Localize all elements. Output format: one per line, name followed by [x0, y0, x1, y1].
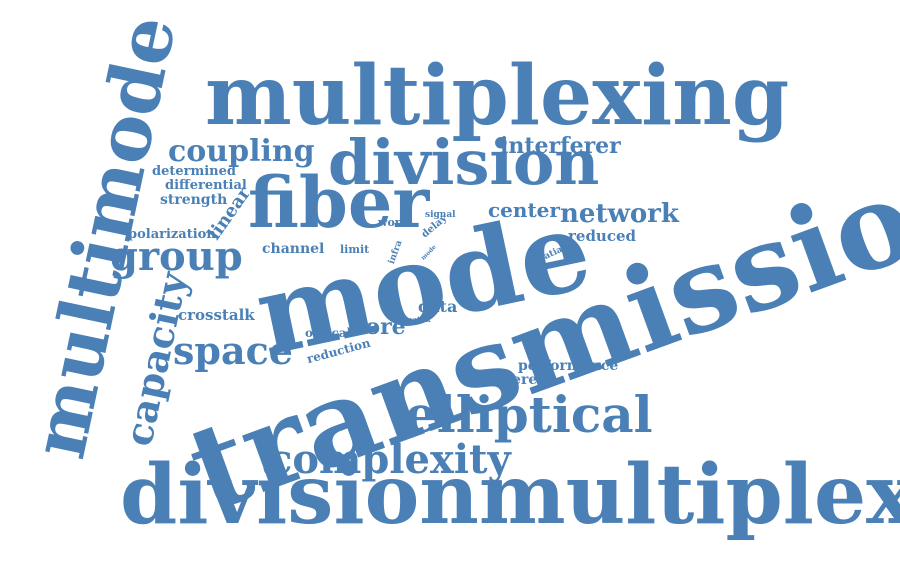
- word-strength: strength: [160, 192, 228, 208]
- word-multiplexing: multiplexing: [205, 48, 790, 144]
- word-data: data: [418, 297, 458, 316]
- word-coherent: coherent: [484, 372, 554, 388]
- word-complexity: complexity: [268, 436, 511, 483]
- word-performance: performance: [518, 358, 619, 374]
- word-differential: differential: [165, 178, 247, 193]
- word-worst: worst: [378, 216, 412, 229]
- word-limit: limit: [340, 243, 370, 256]
- word-reduced: reduced: [568, 227, 637, 245]
- word-fiber: fiber: [248, 161, 430, 244]
- word-channel: channel: [262, 241, 325, 257]
- word-center: center: [488, 198, 560, 222]
- word-core: core: [352, 314, 406, 340]
- word-interferer: interferer: [500, 133, 621, 159]
- word-polarization: polarization: [128, 227, 216, 242]
- word-divisionmultiplexing: divisionmultiplexing: [120, 447, 900, 543]
- word-network: network: [560, 199, 679, 229]
- word-matrix: matrix: [405, 315, 431, 324]
- word-coupling: coupling: [168, 134, 315, 169]
- word-optical: optical: [305, 326, 352, 340]
- word-space: space: [173, 328, 293, 373]
- word-division: division: [328, 126, 600, 199]
- word-determined: determined: [152, 164, 236, 179]
- word-crosstalk: crosstalk: [178, 306, 255, 324]
- word-elliptical: elliptical: [405, 385, 653, 444]
- word-group: group: [110, 233, 243, 280]
- word-signal: signal: [425, 210, 456, 220]
